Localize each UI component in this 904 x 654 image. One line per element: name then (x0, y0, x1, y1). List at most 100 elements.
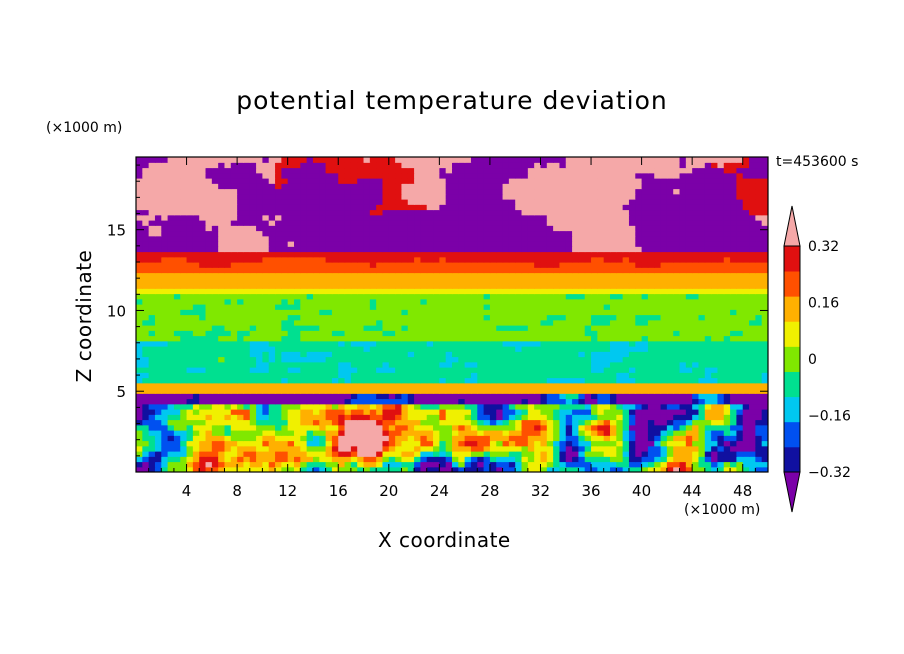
field-cell (325, 367, 333, 373)
field-cell (698, 335, 706, 342)
field-cell (540, 419, 548, 426)
field-cell (641, 451, 649, 457)
field-cell (319, 283, 327, 289)
field-cell (154, 424, 162, 431)
field-cell (534, 293, 542, 300)
field-cell (464, 267, 472, 274)
field-cell (692, 419, 700, 426)
field-cell (610, 214, 617, 221)
field-cell (641, 214, 649, 221)
field-cell (199, 356, 207, 363)
field-cell (515, 325, 523, 331)
field-cell (186, 382, 194, 389)
field-cell (439, 346, 447, 352)
field-cell (407, 340, 415, 347)
field-cell (692, 298, 700, 305)
field-cell (616, 277, 624, 284)
field-cell (363, 451, 371, 457)
field-cell (635, 361, 643, 368)
field-cell (673, 367, 681, 373)
field-cell (698, 293, 706, 300)
field-cell (192, 241, 200, 247)
field-cell (628, 461, 636, 468)
field-cell (698, 251, 706, 258)
field-cell (350, 330, 358, 337)
field-cell (610, 319, 617, 326)
field-cell (230, 225, 238, 232)
field-cell (742, 398, 750, 405)
field-cell (218, 440, 226, 447)
field-cell (395, 445, 403, 452)
field-cell (622, 456, 630, 463)
field-cell (654, 424, 662, 431)
field-cell (192, 235, 200, 242)
field-cell (521, 382, 529, 389)
field-cell (426, 398, 434, 405)
field-cell (616, 419, 624, 426)
field-cell (591, 314, 598, 321)
field-cell (199, 435, 207, 442)
field-cell (312, 267, 320, 274)
field-cell (521, 377, 529, 384)
field-cell (243, 209, 251, 216)
field-cell (439, 414, 447, 421)
field-cell (603, 325, 611, 331)
field-cell (464, 220, 472, 226)
field-cell (199, 451, 207, 457)
field-cell (635, 346, 643, 352)
field-cell (414, 272, 421, 279)
field-cell (376, 340, 384, 347)
field-cell (376, 435, 384, 442)
field-cell (275, 314, 282, 321)
field-cell (395, 435, 403, 442)
field-cell (306, 440, 314, 447)
field-cell (363, 430, 371, 436)
field-cell (319, 435, 327, 442)
field-cell (363, 319, 371, 326)
field-cell (723, 298, 731, 305)
field-cell (350, 309, 358, 316)
field-cell (243, 445, 251, 452)
field-cell (439, 288, 447, 295)
field-cell (666, 335, 674, 342)
field-cell (673, 246, 681, 253)
field-cell (344, 393, 352, 400)
field-cell (281, 414, 289, 421)
field-cell (597, 351, 605, 358)
field-cell (559, 409, 567, 415)
field-cell (761, 372, 768, 379)
field-cell (565, 283, 573, 289)
field-cell (218, 456, 226, 463)
field-cell (249, 388, 257, 394)
field-cell (711, 382, 719, 389)
field-cell (445, 293, 453, 300)
field-cell (331, 335, 339, 342)
field-cell (591, 430, 598, 436)
field-cell (275, 456, 282, 463)
field-cell (331, 241, 339, 247)
field-cell (584, 351, 592, 358)
field-cell (205, 288, 213, 295)
field-cell (464, 251, 472, 258)
field-cell (553, 256, 561, 263)
field-cell (262, 435, 270, 442)
field-cell (660, 256, 668, 263)
field-cell (578, 388, 586, 394)
field-cell (218, 330, 226, 337)
field-cell (489, 414, 497, 421)
field-cell (679, 309, 687, 316)
field-cell (673, 440, 681, 447)
field-cell (382, 340, 390, 347)
field-cell (414, 256, 421, 263)
field-cell (515, 340, 523, 347)
field-cell (692, 340, 700, 347)
field-cell (180, 272, 188, 279)
field-cell (338, 267, 346, 274)
field-cell (711, 461, 719, 468)
field-cell (534, 419, 542, 426)
field-cell (673, 235, 681, 242)
field-cell (470, 314, 478, 321)
field-cell (433, 277, 440, 284)
field-cell (312, 288, 320, 295)
field-cell (489, 451, 497, 457)
